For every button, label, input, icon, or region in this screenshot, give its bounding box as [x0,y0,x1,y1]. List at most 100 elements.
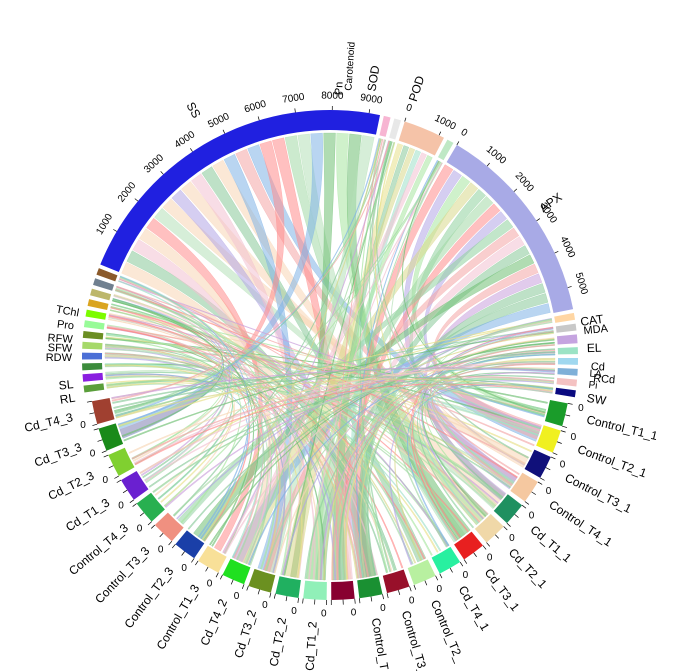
chord-ribbon [118,278,489,515]
sample-tick [524,501,530,505]
chord-ribbon [115,378,553,419]
sample-zero-label: 0 [487,553,493,564]
sample-tick [562,425,568,428]
sample-zero-label: 0 [118,500,124,511]
chord-ribbon [114,289,414,565]
chord-ribbon [108,314,363,579]
sample-arc [431,546,461,574]
sample-tick [386,593,389,599]
sample-label: Cd_T2_2 [267,616,290,667]
sample-zero-label: 0 [207,579,213,590]
sample-tick [506,522,511,527]
chord-ribbon [177,219,514,525]
trait-arc-rdw [82,341,103,350]
chord-ribbon [264,318,552,571]
sample-label: Control_T1_1 [585,412,659,443]
sample-tick [537,481,543,485]
sample-arc [175,530,205,559]
trait-arc-pn [379,115,391,137]
trait-label-pro: Pro [56,318,74,332]
scale-tick-label: 1000 [484,144,509,167]
sample-tick [435,575,439,581]
sample-tick [139,512,145,517]
sample-tick [370,596,373,602]
trait-label-pn: Pn [333,81,345,95]
sample-zero-label: 0 [90,448,96,459]
trait-arc-ci [93,278,115,291]
trait-arc-rl [83,383,105,393]
chord-ribbon [203,332,554,542]
scale-tick-label: 8000 [321,91,344,102]
chord-ribbon [123,331,554,442]
sample-arc [357,576,383,599]
sample-label: Cd_T4_1 [456,583,493,633]
sample-label: Control_T [369,617,392,671]
trait-arc-pod [437,139,454,161]
scale-tick [294,108,296,113]
scale-tick-label: 0 [405,102,414,114]
sample-tick [449,567,453,573]
trait-arc-rcd [557,367,578,376]
sample-tick [116,479,122,483]
chord-ribbon [145,161,441,484]
sample-zero-label: 0 [351,608,357,619]
chord-ribbon [359,140,392,573]
chord-links [104,132,556,581]
scale-tick [486,162,490,167]
scale-tick-label: 0 [459,127,470,140]
sample-arc [198,545,227,573]
chord-ribbon [116,286,231,477]
sample-label: Cd_T3_2 [231,608,259,660]
scale-tick [190,148,193,152]
sample-arc [136,492,165,522]
sample-tick [545,467,551,471]
chord-ribbon [146,217,263,552]
sample-tick [191,558,195,563]
sample-arc [154,512,184,542]
sample-tick [132,503,137,507]
sample-zero-label: 0 [463,570,469,581]
sample-arc [493,494,523,524]
sample-tick [552,452,558,455]
sample-zero-label: 0 [509,533,515,544]
sample-tick [114,475,119,479]
sample-arc [474,513,504,543]
trait-arc-la [557,358,578,365]
trait-label-tchl: TChl [55,304,80,320]
sample-tick [550,456,556,460]
chord-ribbon [187,351,556,530]
chord-ribbon [119,277,271,565]
scale-tick-label: 5000 [573,271,590,296]
chord-ribbon [111,367,555,399]
chord-ribbon [430,377,555,483]
sample-tick [129,499,135,504]
chord-ribbon [152,382,554,493]
chord-ribbon [118,280,264,559]
sample-arc [382,569,410,594]
sample-tick [482,545,487,550]
sample-zero-label: 0 [571,432,577,443]
sample-tick [567,403,573,405]
sample-label: Control_T2_1 [576,442,649,480]
trait-label-rdw: RDW [46,352,73,364]
trait-arc-sl [82,372,104,382]
scale-tick [134,198,139,202]
trait-arc-sfw [82,352,103,360]
trait-arc-tr [90,288,112,301]
sample-arc [407,559,436,585]
chord-ribbon [112,299,224,438]
sample-zero-label: 0 [80,420,86,431]
scale-tick [257,116,260,121]
chord-ribbon [119,276,250,538]
chord-ribbon [104,354,233,500]
chord-ribbon [222,162,443,554]
sample-arc [248,568,276,593]
sample-tick [269,592,272,598]
chord-ribbon [111,140,391,402]
sample-label: Control_T3_ [399,609,431,671]
sample-tick [398,590,401,596]
sample-arc [524,449,551,478]
sample-arc [331,580,355,600]
